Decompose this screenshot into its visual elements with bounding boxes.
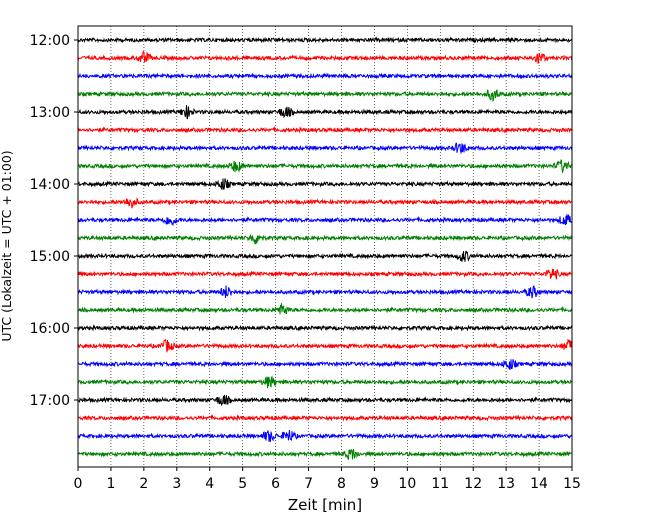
trace-1200 bbox=[77, 36, 573, 44]
trace-1330 bbox=[77, 142, 573, 155]
x-tick-label: 14 bbox=[530, 476, 548, 492]
trace-1430 bbox=[77, 214, 573, 227]
trace-1745 bbox=[77, 448, 573, 460]
trace-1230 bbox=[77, 72, 573, 80]
plot-frame bbox=[77, 25, 573, 468]
x-tick-label: 1 bbox=[106, 476, 115, 492]
y-tick-label: 12:00 bbox=[30, 33, 70, 49]
trace-1545 bbox=[77, 303, 573, 315]
seismic-traces bbox=[77, 36, 573, 460]
x-tick-label: 4 bbox=[205, 476, 214, 492]
trace-1400 bbox=[77, 178, 573, 190]
trace-1500 bbox=[77, 250, 573, 262]
x-tick-label: 5 bbox=[238, 476, 247, 492]
y-tick-label: 16:00 bbox=[30, 321, 70, 337]
trace-1700 bbox=[77, 394, 573, 407]
x-tick-label: 0 bbox=[74, 476, 83, 492]
trace-1715 bbox=[77, 414, 573, 422]
x-tick-label: 7 bbox=[304, 476, 313, 492]
trace-1245 bbox=[77, 89, 573, 103]
trace-1645 bbox=[77, 375, 573, 389]
y-tick-label: 13:00 bbox=[30, 105, 70, 121]
trace-1415 bbox=[77, 197, 573, 209]
y-tick-label: 15:00 bbox=[30, 249, 70, 265]
x-tick-label: 11 bbox=[431, 476, 449, 492]
trace-1730 bbox=[77, 430, 573, 442]
trace-1600 bbox=[77, 324, 573, 332]
x-tick-label: 3 bbox=[172, 476, 181, 492]
trace-1515 bbox=[77, 268, 573, 280]
trace-1215 bbox=[77, 51, 573, 64]
trace-1530 bbox=[77, 285, 573, 299]
trace-1300 bbox=[77, 105, 573, 120]
x-tick-label: 9 bbox=[370, 476, 379, 492]
trace-1630 bbox=[77, 359, 573, 371]
x-tick-label: 6 bbox=[271, 476, 280, 492]
y-axis-label: UTC (Lokalzeit = UTC + 01:00) bbox=[0, 150, 14, 341]
x-tick-label: 15 bbox=[563, 476, 581, 492]
x-tick-label: 13 bbox=[497, 476, 515, 492]
x-axis: 0 1 2 3 4 5 6 7 8 9 10 11 12 13 14 15 bbox=[74, 467, 581, 492]
trace-1315 bbox=[77, 126, 573, 134]
x-tick-label: 10 bbox=[398, 476, 416, 492]
x-tick-label: 2 bbox=[139, 476, 148, 492]
trace-1345 bbox=[77, 159, 573, 174]
x-tick-label: 12 bbox=[464, 476, 482, 492]
x-axis-label: Zeit [min] bbox=[288, 496, 362, 514]
trace-1615 bbox=[77, 338, 573, 353]
trace-1445 bbox=[77, 233, 573, 245]
y-axis: 12:00 13:00 14:00 15:00 16:00 17:00 bbox=[30, 33, 78, 409]
x-tick-label: 8 bbox=[337, 476, 346, 492]
y-tick-label: 17:00 bbox=[30, 393, 70, 409]
y-tick-label: 14:00 bbox=[30, 177, 70, 193]
